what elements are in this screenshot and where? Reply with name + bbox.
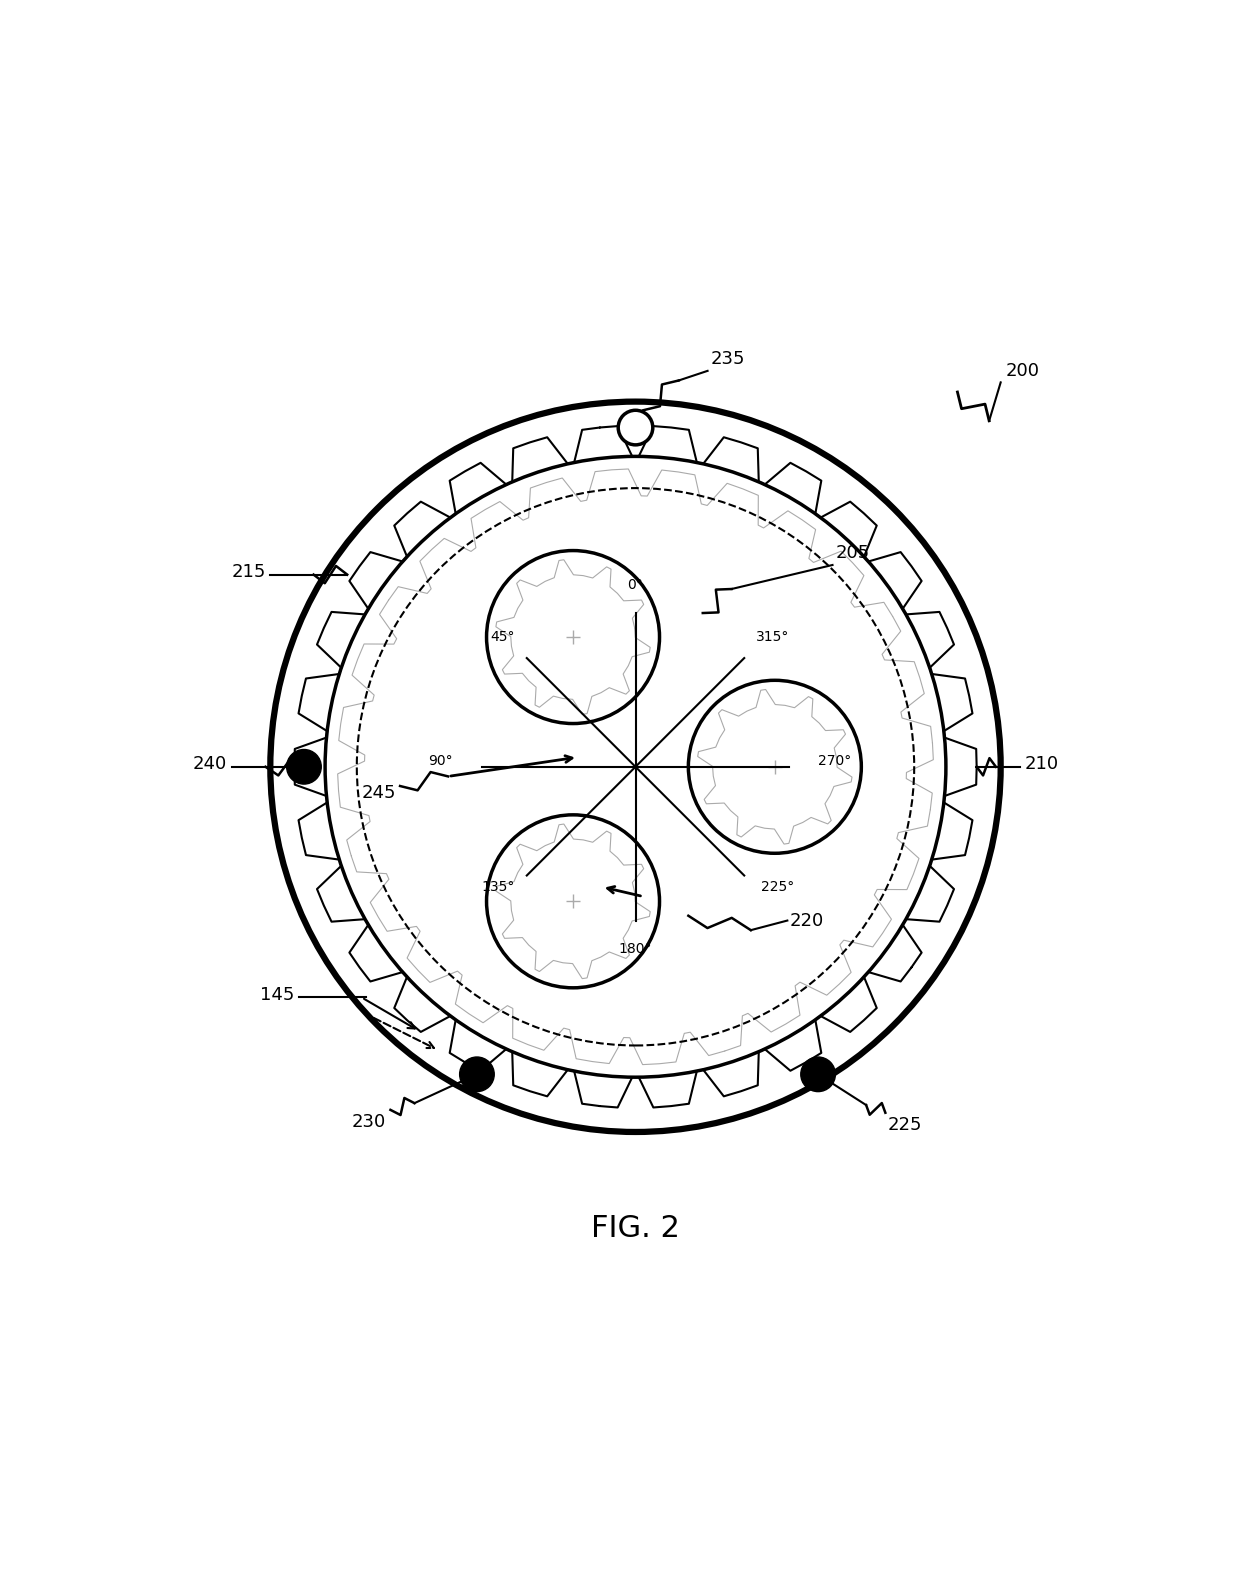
Text: 225: 225 (888, 1116, 921, 1133)
Text: 200: 200 (1006, 361, 1039, 379)
Text: 240: 240 (193, 754, 227, 773)
Circle shape (286, 750, 321, 785)
Text: 205: 205 (836, 544, 869, 563)
Text: 210: 210 (1024, 754, 1059, 773)
Text: 220: 220 (789, 911, 823, 929)
Text: 270°: 270° (818, 754, 852, 769)
Text: 230: 230 (351, 1113, 386, 1130)
Text: FIG. 2: FIG. 2 (591, 1214, 680, 1243)
Text: 45°: 45° (491, 629, 515, 644)
Text: 90°: 90° (428, 754, 453, 769)
Text: 235: 235 (711, 350, 745, 368)
Circle shape (460, 1057, 495, 1092)
Text: 135°: 135° (482, 880, 515, 894)
Circle shape (619, 411, 652, 445)
Text: 245: 245 (362, 783, 396, 802)
Text: 315°: 315° (756, 629, 789, 644)
Text: 0°: 0° (627, 579, 644, 591)
Text: 145: 145 (260, 986, 294, 1003)
Circle shape (801, 1057, 836, 1092)
Text: 225°: 225° (760, 880, 794, 894)
Text: 215: 215 (231, 563, 265, 580)
Text: 180°: 180° (619, 941, 652, 956)
